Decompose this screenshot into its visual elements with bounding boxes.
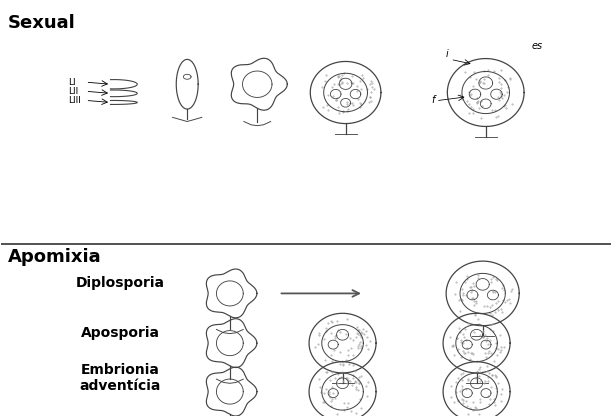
Text: Sexual: Sexual	[7, 14, 75, 32]
Text: f: f	[431, 95, 435, 105]
Text: es: es	[531, 41, 542, 51]
Text: Aposporia: Aposporia	[81, 326, 160, 340]
Text: Apomixia: Apomixia	[7, 248, 101, 266]
Text: Embrionia
adventícia: Embrionia adventícia	[80, 363, 161, 393]
Text: i: i	[446, 49, 449, 59]
Text: LIII: LIII	[69, 96, 81, 105]
Text: LI: LI	[69, 78, 76, 87]
Text: LII: LII	[69, 87, 79, 96]
Text: Diplosporia: Diplosporia	[76, 276, 165, 290]
